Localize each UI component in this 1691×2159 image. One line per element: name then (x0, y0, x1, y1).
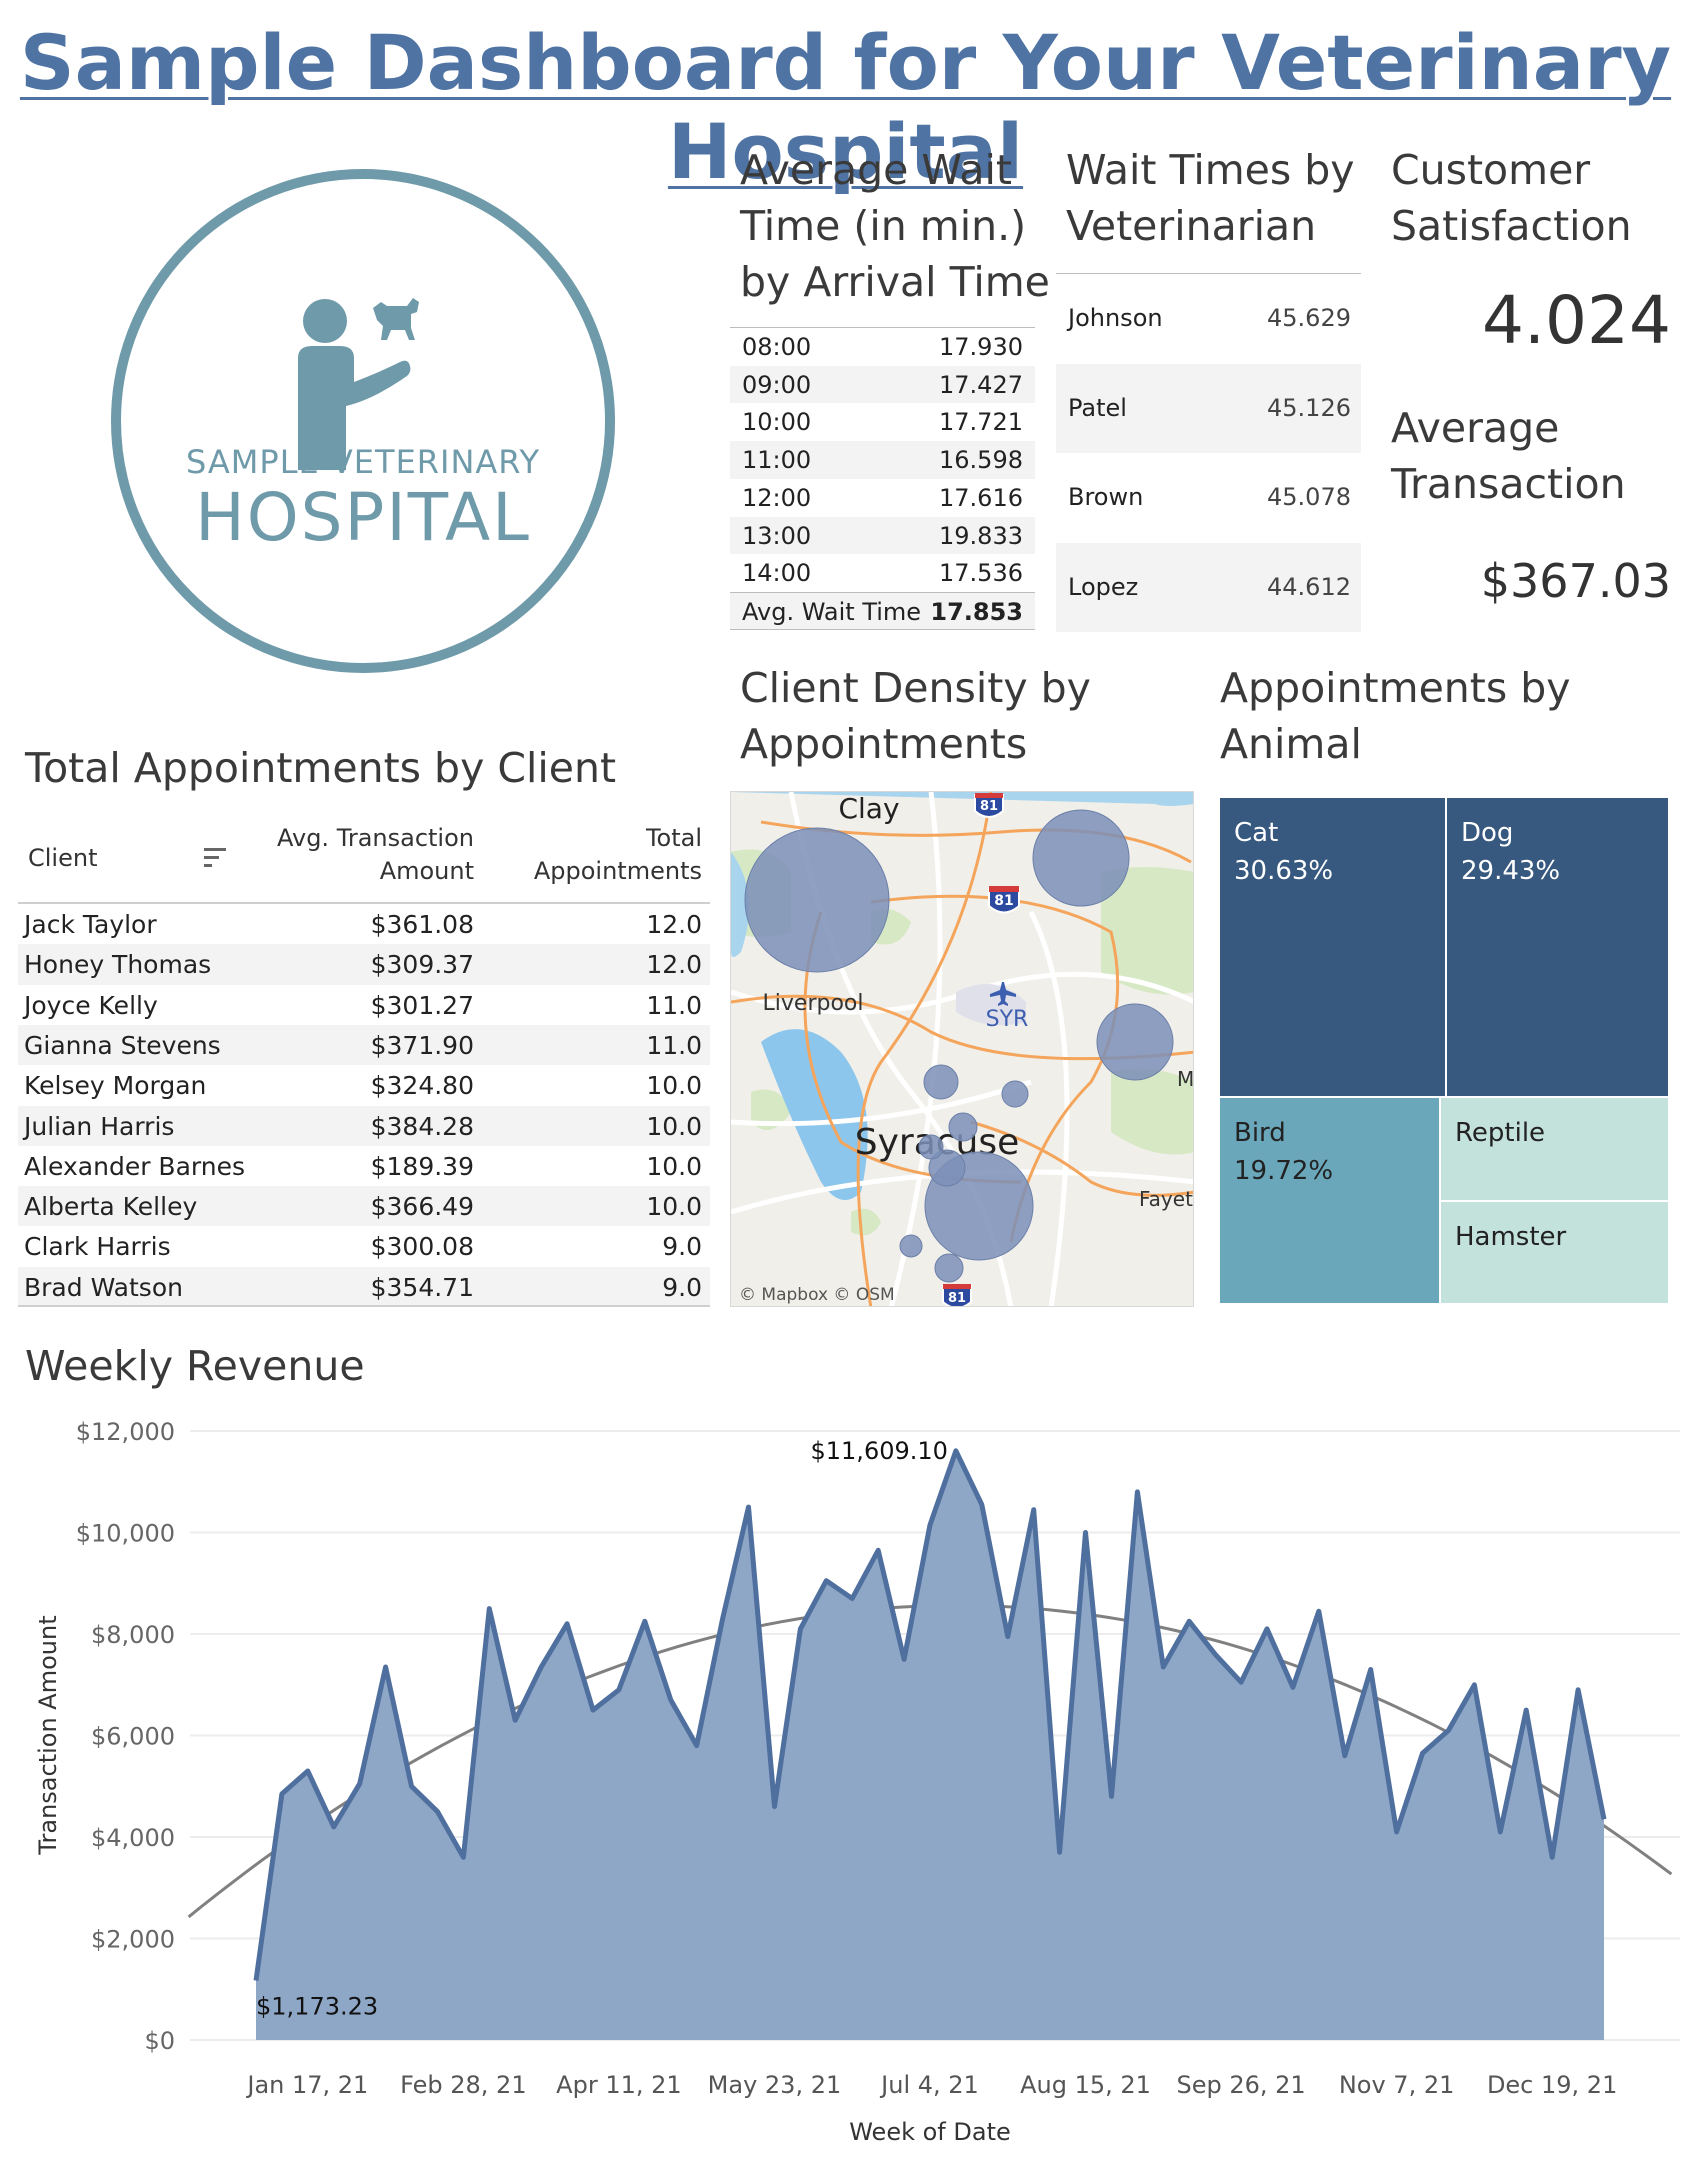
x-tick-label: Jul 4, 21 (879, 2071, 979, 2099)
wait-arrival-table: 08:00 17.930 09:00 17.427 10:00 17.721 11:0… (730, 327, 1035, 630)
dashboard-title: Sample Dashboard for Your Veterinary Hos… (19, 18, 1672, 196)
table-row: Patel 45.126 (1056, 363, 1361, 453)
logo-line1: SAMPLE VETERINARY (186, 443, 540, 481)
highway-shield-icon: 81 (974, 793, 1004, 818)
table-total-row: Avg. Wait Time 17.853 (730, 591, 1035, 630)
clients-table: Client Avg. Transaction Amount Total Appoi… (18, 822, 710, 1307)
table-row: Brown 45.078 (1068, 483, 1351, 511)
animals-title: Appointments by Animal (1220, 664, 1571, 768)
revenue-title: Weekly Revenue (25, 1342, 365, 1390)
map-label-m: M (1177, 1067, 1194, 1091)
map-bubble (1096, 1003, 1174, 1081)
map-title: Client Density by Appointments (740, 664, 1091, 768)
y-axis-label: Transaction Amount (34, 1615, 62, 1855)
y-tick-label: $2,000 (91, 1926, 175, 1954)
svg-text:81: 81 (994, 893, 1013, 909)
y-tick-label: $0 (144, 2027, 175, 2055)
svg-text:81: 81 (980, 799, 998, 814)
highway-shield-icon: 81 (942, 1284, 972, 1306)
y-tick-label: $12,000 (76, 1418, 175, 1446)
table-row: 13:00 19.833 (730, 516, 1035, 555)
x-tick-label: Nov 7, 21 (1339, 2071, 1455, 2099)
wait-vet-title: Wait Times by Veterinarian (1066, 146, 1355, 250)
table-row: Honey Thomas $309.37 12.0 (18, 944, 710, 985)
table-row: Johnson 45.629 (1068, 304, 1351, 332)
table-row: 12:00 17.616 (742, 483, 1023, 512)
highway-shield-icon: 81 (988, 886, 1020, 914)
vet-with-dog-icon (298, 298, 419, 470)
table-row: Alexander Barnes $189.39 10.0 (24, 1151, 702, 1181)
table-row: Jack Taylor $361.08 12.0 (24, 910, 702, 939)
satisfaction-title: Customer Satisfaction (1391, 146, 1632, 250)
table-row: Gianna Stevens $371.90 11.0 (18, 1024, 710, 1066)
table-row: 09:00 17.427 (730, 365, 1035, 404)
hospital-logo: SAMPLE VETERINARY HOSPITAL (110, 168, 616, 674)
sort-icon[interactable] (204, 846, 230, 874)
map-label-fayette: Fayet (1139, 1187, 1193, 1211)
map-bubble (899, 1234, 923, 1258)
avg-transaction-value: $367.03 (1480, 554, 1671, 608)
x-tick-label: Sep 26, 21 (1176, 2071, 1305, 2099)
treemap-cell-bird[interactable]: Bird 19.72% (1220, 1098, 1441, 1303)
avg-transaction-title: Average Transaction (1391, 404, 1626, 508)
map-label-clay: Clay (838, 792, 899, 825)
x-tick-label: Apr 11, 21 (556, 2071, 681, 2099)
x-tick-label: Feb 28, 21 (400, 2071, 526, 2099)
svg-text:81: 81 (948, 1291, 966, 1306)
map-bubble (928, 1149, 966, 1187)
table-row: Brad Watson $354.71 9.0 (18, 1266, 710, 1307)
map-bubble (923, 1064, 959, 1100)
wait-arrival-title: Average Wait Time (in min.) by Arrival T… (740, 146, 1050, 306)
animal-treemap: Cat 30.63% Dog 29.43% Bird 19.72% Reptile H… (1220, 798, 1668, 1303)
y-tick-label: $8,000 (91, 1621, 175, 1649)
client-density-map[interactable]: Clay Liverpool SYR Syracuse Fayet M 81 8… (730, 791, 1194, 1307)
clients-title: Total Appointments by Client (25, 744, 617, 792)
map-bubble (934, 1253, 964, 1283)
revenue-area (256, 1450, 1604, 2040)
min-annotation: $1,173.23 (256, 1992, 378, 2020)
x-tick-label: May 23, 21 (708, 2071, 842, 2099)
table-row: 10:00 17.721 (742, 408, 1023, 437)
x-tick-label: Jan 17, 21 (245, 2071, 368, 2099)
logo-line2: HOSPITAL (195, 479, 531, 556)
x-tick-label: Aug 15, 21 (1020, 2071, 1151, 2099)
table-row: Lopez 44.612 (1056, 542, 1361, 632)
treemap-cell-dog[interactable]: Dog 29.43% (1447, 798, 1668, 1098)
map-label-liverpool: Liverpool (763, 991, 864, 1016)
map-label-syr: SYR (986, 1007, 1029, 1032)
table-row: Kelsey Morgan $324.80 10.0 (24, 1071, 702, 1101)
treemap-cell-cat[interactable]: Cat 30.63% (1220, 798, 1447, 1098)
treemap-cell-reptile[interactable]: Reptile (1441, 1098, 1668, 1202)
y-tick-label: $10,000 (76, 1520, 175, 1548)
table-row: 08:00 17.930 (742, 333, 1023, 361)
satisfaction-value: 4.024 (1482, 282, 1671, 359)
map-bubble (744, 827, 890, 973)
y-tick-label: $4,000 (91, 1824, 175, 1852)
x-tick-label: Dec 19, 21 (1487, 2071, 1617, 2099)
weekly-revenue-chart: $0 $2,000 $4,000 $6,000 $8,000 $10,000 $12,000… (0, 1395, 1691, 2159)
table-row: Joyce Kelly $301.27 11.0 (24, 990, 702, 1020)
table-row: Alberta Kelley $366.49 10.0 (18, 1186, 710, 1227)
map-bubble (1001, 1080, 1029, 1108)
map-bubble (1032, 809, 1130, 907)
x-axis-label: Week of Date (849, 2118, 1011, 2146)
map-bubble (918, 1134, 944, 1160)
map-attribution: © Mapbox © OSM (739, 1285, 895, 1305)
table-row: 11:00 16.598 (730, 441, 1035, 479)
table-row: Julian Harris $384.28 10.0 (18, 1105, 710, 1146)
y-tick-label: $6,000 (91, 1723, 175, 1751)
table-row: Clark Harris $300.08 9.0 (24, 1232, 702, 1262)
treemap-cell-hamster[interactable]: Hamster (1441, 1202, 1668, 1303)
wait-vet-table: Johnson 45.629 Patel 45.126 Brown 45.078 Lo… (1056, 273, 1361, 632)
col-header-total: Total Appointments (533, 824, 702, 885)
map-bubble (948, 1112, 978, 1142)
col-header-avg: Avg. Transaction Amount (276, 824, 474, 885)
max-annotation: $11,609.10 (811, 1437, 948, 1465)
revenue-line (253, 1448, 1607, 1981)
airport-icon (990, 982, 1016, 1006)
table-row: 14:00 17.536 (742, 559, 1023, 588)
col-header-client: Client (28, 844, 98, 872)
